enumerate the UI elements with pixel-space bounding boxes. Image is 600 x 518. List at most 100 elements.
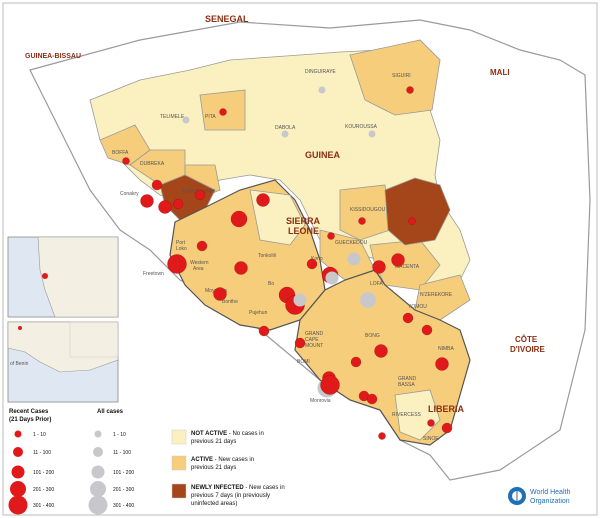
legend-all-swatch-5 <box>88 495 108 515</box>
legend-all-label-4: 201 - 300 <box>113 487 134 493</box>
label-bonthe: Bonthe <box>222 299 238 305</box>
label-gcm-2: CAPE <box>305 337 319 343</box>
legend-recent-label-3: 101 - 200 <box>33 470 54 476</box>
all-cases-circle <box>360 292 376 308</box>
legend-all-swatch-4 <box>90 481 106 497</box>
label-sinoe: SINOE <box>423 436 439 442</box>
recent-cases-circle <box>256 193 270 207</box>
recent-cases-circle <box>421 324 433 336</box>
legend-recent-swatch-2 <box>13 447 23 457</box>
district-nzerekore <box>414 274 471 321</box>
all-cases-circle <box>325 271 339 285</box>
legend-recent-swatch-4 <box>10 481 26 497</box>
recent-cases-circle <box>366 393 378 405</box>
recent-cases-circle <box>391 253 405 267</box>
label-bomi: BOMI <box>297 359 310 365</box>
recent-cases-circle <box>151 179 163 191</box>
label-dubreka: DUBREKA <box>140 161 165 167</box>
label-freetown: Freetown <box>143 271 164 277</box>
recent-cases-circle <box>408 217 416 225</box>
svg-text:uninfected areas): uninfected areas) <box>191 501 237 507</box>
svg-text:previous 7 days (in previousl: previous 7 days (in previously <box>191 493 270 499</box>
label-nzerekore: N'ZEREKORE <box>420 292 453 298</box>
recent-cases-circle <box>294 337 306 349</box>
label-port-loko-2: Loko <box>176 246 187 252</box>
recent-cases-circle <box>402 312 414 324</box>
label-grand-bassa-1: GRAND <box>398 376 416 382</box>
city-labels: Conakry Freetown Monrovia <box>120 191 331 404</box>
recent-cases-circle <box>213 287 227 301</box>
label-cote-1: CÔTE <box>515 335 538 344</box>
label-gueckedou: GUECKEDOU <box>335 240 368 246</box>
legend-recent-label-5: 301 - 400 <box>33 503 54 509</box>
label-sierra-leone-1: SIERRA <box>286 216 321 226</box>
label-guinea: GUINEA <box>305 150 341 160</box>
recent-cases-circle <box>167 254 187 274</box>
label-dinguiraye: DINGUIRAYE <box>305 69 336 75</box>
recent-cases-circle <box>427 419 435 427</box>
all-cases-circle <box>347 252 361 266</box>
label-cote-2: D'IVOIRE <box>510 345 545 354</box>
svg-text:previous 21 days: previous 21 days <box>191 439 236 445</box>
all-cases-circle <box>182 116 190 124</box>
label-kouroussa: KOUROUSSA <box>345 124 378 130</box>
label-macenta: MACENTA <box>395 264 420 270</box>
recent-cases-circle <box>435 357 449 371</box>
district-rivercess <box>394 389 441 441</box>
who-line1: World Health <box>530 489 570 496</box>
recent-cases-circle <box>234 261 248 275</box>
legend-recent-label-2: 11 - 100 <box>33 450 51 456</box>
label-pita: PITA <box>205 114 216 120</box>
label-port-loko-1: Port <box>176 240 186 246</box>
all-cases-circle <box>318 86 326 94</box>
all-cases-circle <box>293 293 307 307</box>
who-logo: World Health Organization <box>508 487 570 505</box>
legend-recent-swatch-1 <box>14 430 22 438</box>
svg-text:previous 21 days: previous 21 days <box>191 465 236 471</box>
svg-text:NOT ACTIVE - No cases in: NOT ACTIVE - No cases in <box>191 431 264 437</box>
label-boffa: BOFFA <box>112 150 129 156</box>
swatch-not-active <box>171 429 187 445</box>
legend-recent-label-4: 201 - 300 <box>33 487 54 493</box>
recent-cases-circle <box>320 375 340 395</box>
all-cases-circle <box>281 130 289 138</box>
swatch-active <box>171 455 187 471</box>
legend-all-swatch-2 <box>93 447 103 457</box>
recent-cases-circle <box>306 258 318 270</box>
recent-cases-circle <box>406 86 414 94</box>
legend-recent-label-1: 1 - 10 <box>33 432 46 438</box>
label-kissidougou: KISSIDOUGOU <box>350 207 386 213</box>
recent-cases-circle <box>219 108 227 116</box>
label-telimele: TELIMELE <box>160 114 185 120</box>
svg-text:ACTIVE - New cases in: ACTIVE - New cases in <box>191 457 254 463</box>
label-western-1: Western <box>190 260 209 266</box>
inset-map-2: of Benin <box>7 321 119 403</box>
recent-cases-circle <box>158 200 172 214</box>
label-yomou: YOMOU <box>408 304 427 310</box>
svg-text:NEWLY INFECTED - New cases in: NEWLY INFECTED - New cases in <box>191 485 285 491</box>
district-siguiri <box>349 39 441 116</box>
legend-all-swatch-3 <box>91 465 105 479</box>
label-conakry: Conakry <box>120 191 139 197</box>
label-sierra-leone-2: LEONE <box>288 226 319 236</box>
legend-all-label-3: 101 - 200 <box>113 470 134 476</box>
legend-all-swatch-1 <box>94 430 102 438</box>
recent-cases-circle <box>172 198 184 210</box>
legend-all-title: All cases <box>97 409 124 415</box>
label-western-2: Area <box>193 266 204 272</box>
label-kono: Kono <box>311 256 323 262</box>
recent-cases-circle <box>230 210 248 228</box>
swatch-newly-infected <box>171 483 187 499</box>
recent-cases-circle <box>441 422 453 434</box>
recent-cases-circle <box>350 356 362 368</box>
label-bong: BONG <box>365 333 380 339</box>
recent-cases-circle <box>372 260 386 274</box>
district-kissidougou <box>339 184 391 241</box>
recent-cases-circle <box>258 325 270 337</box>
label-mali: MALI <box>490 68 510 77</box>
label-gcm-3: MOUNT <box>305 343 323 349</box>
recent-cases-circle <box>378 432 386 440</box>
recent-cases-circle <box>122 157 130 165</box>
label-nimba: NIMBA <box>438 346 455 352</box>
